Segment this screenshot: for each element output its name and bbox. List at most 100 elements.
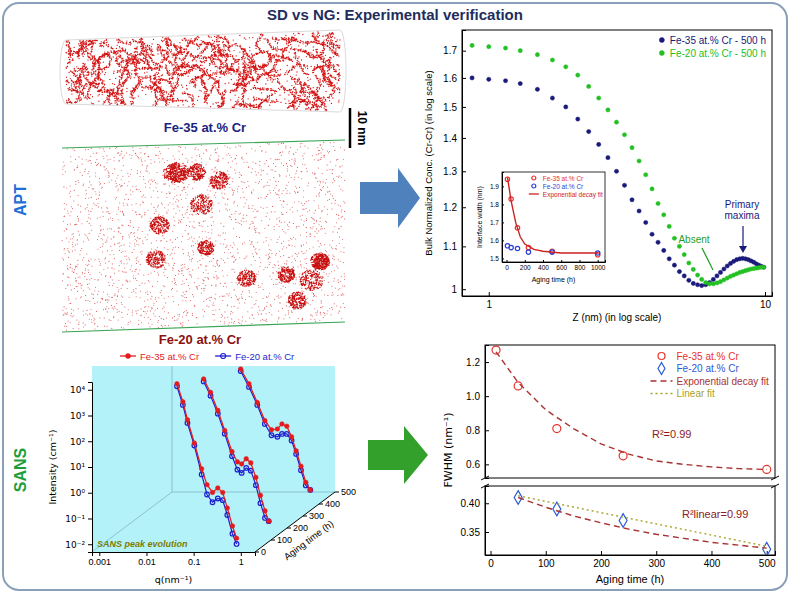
legend-item: Exponential decay fit xyxy=(650,376,769,387)
annotation: R²=0.99 xyxy=(652,428,691,440)
data-point xyxy=(677,269,681,273)
data-point xyxy=(695,273,699,277)
tick: 300 xyxy=(648,551,665,569)
data-point xyxy=(289,434,294,439)
tick-label: 0 xyxy=(505,264,509,271)
data-point xyxy=(597,96,601,100)
tick-label: 1 xyxy=(239,557,244,567)
data-point xyxy=(526,250,530,254)
data-point xyxy=(234,536,239,541)
data-point xyxy=(564,105,568,109)
data-point xyxy=(630,198,634,202)
tick-label: 10³ xyxy=(70,411,85,421)
tick-label: 1.7 xyxy=(443,45,457,56)
data-point xyxy=(550,58,554,62)
legend-label: Fe-35 at.% Cr xyxy=(140,351,199,362)
tick-mark xyxy=(303,516,307,517)
data-point xyxy=(280,422,285,427)
tick: 10⁰ xyxy=(70,488,92,498)
axis: 0.35 0.40 xyxy=(461,487,489,556)
tick: 1.2 xyxy=(443,202,466,213)
data-point xyxy=(249,461,254,466)
axis-line xyxy=(503,260,606,263)
data-point xyxy=(192,441,197,446)
tick-mark xyxy=(502,258,504,259)
axis-title: q(nm⁻¹) xyxy=(155,574,193,585)
data-point xyxy=(181,399,186,404)
tick-mark xyxy=(462,107,466,108)
data-point xyxy=(622,133,626,137)
data-point xyxy=(235,460,240,465)
tick-mark xyxy=(241,552,242,556)
series-line xyxy=(204,381,269,521)
annotation: Absent xyxy=(678,234,709,245)
tick: 0.1 xyxy=(188,552,201,567)
data-point xyxy=(205,482,210,487)
annotation-arrow xyxy=(702,248,713,270)
data-point xyxy=(672,236,676,240)
data-point xyxy=(587,84,591,88)
tick-mark xyxy=(485,396,489,397)
tick: 1.5 xyxy=(490,255,504,262)
apt-edge xyxy=(62,322,345,332)
back-edge xyxy=(172,366,173,492)
data-point xyxy=(244,466,249,471)
tick-mark xyxy=(88,493,92,494)
plot-area xyxy=(505,177,600,257)
data-point xyxy=(619,452,627,460)
inset-chart: 020040060080010001.51.61.71.81.9Aging ti… xyxy=(476,172,606,284)
tick-mark xyxy=(485,503,489,504)
tick-label: 1.0 xyxy=(466,391,480,402)
plot-frame xyxy=(485,345,775,478)
tick-mark xyxy=(491,551,492,555)
tick: 0.40 xyxy=(461,498,489,509)
data-point xyxy=(199,466,204,471)
data-point xyxy=(503,46,507,50)
tick: 0.8 xyxy=(466,425,489,436)
data-point xyxy=(258,493,263,498)
data-point xyxy=(763,542,771,555)
axis-title: Intensity (cm⁻¹) xyxy=(47,429,58,504)
tick-mark xyxy=(462,138,466,139)
data-point xyxy=(235,467,240,472)
tick-mark xyxy=(462,289,466,290)
tick-label: 1.5 xyxy=(490,255,499,262)
data-point xyxy=(215,486,220,491)
tick-label: 1.5 xyxy=(443,102,457,113)
tick: 0.35 xyxy=(461,527,489,538)
tick: 100 xyxy=(538,551,555,569)
legend-swatch xyxy=(215,355,231,356)
legend-swatch xyxy=(650,380,672,381)
tick: 1.0 xyxy=(466,391,489,402)
plot-frame xyxy=(485,486,775,555)
legend-label: Exponential decay fit xyxy=(676,376,769,387)
data-point xyxy=(614,169,618,173)
tick-mark xyxy=(88,467,92,468)
tick-label: 1.7 xyxy=(490,219,499,226)
tick-mark xyxy=(601,551,602,555)
tick-label: 0 xyxy=(488,558,494,569)
tick-label: 0.1 xyxy=(188,557,201,567)
tick: 10 xyxy=(760,292,772,310)
annotation-line: maxima xyxy=(724,210,759,221)
data-point xyxy=(550,96,554,100)
tick-mark xyxy=(335,492,339,493)
fit-line xyxy=(507,177,597,253)
legend-item: Fe-20 at.% Cr xyxy=(215,351,294,362)
data-point xyxy=(275,434,280,439)
legend-label: Fe-20 at.% Cr xyxy=(543,183,584,190)
data-point xyxy=(763,465,771,473)
data-point xyxy=(230,524,235,529)
tick: 800 xyxy=(575,260,586,271)
legend-swatch xyxy=(529,193,539,194)
legend-swatch xyxy=(532,176,536,180)
tick: 1 xyxy=(486,292,492,310)
data-point xyxy=(215,496,220,501)
apt-panel: Fe-35 at.% Cr10 nmFe-20 at.% Cr xyxy=(60,30,369,347)
axis-title: Aging time (h) xyxy=(282,518,336,562)
tick-label: 0.8 xyxy=(466,425,480,436)
axis: 1 10 xyxy=(463,292,773,310)
apt-outline xyxy=(60,30,346,112)
fwhm-chart: 0.60.81.01.20.350.400100200300400500FWHM… xyxy=(442,345,779,585)
tick-label: 0.40 xyxy=(461,498,481,509)
